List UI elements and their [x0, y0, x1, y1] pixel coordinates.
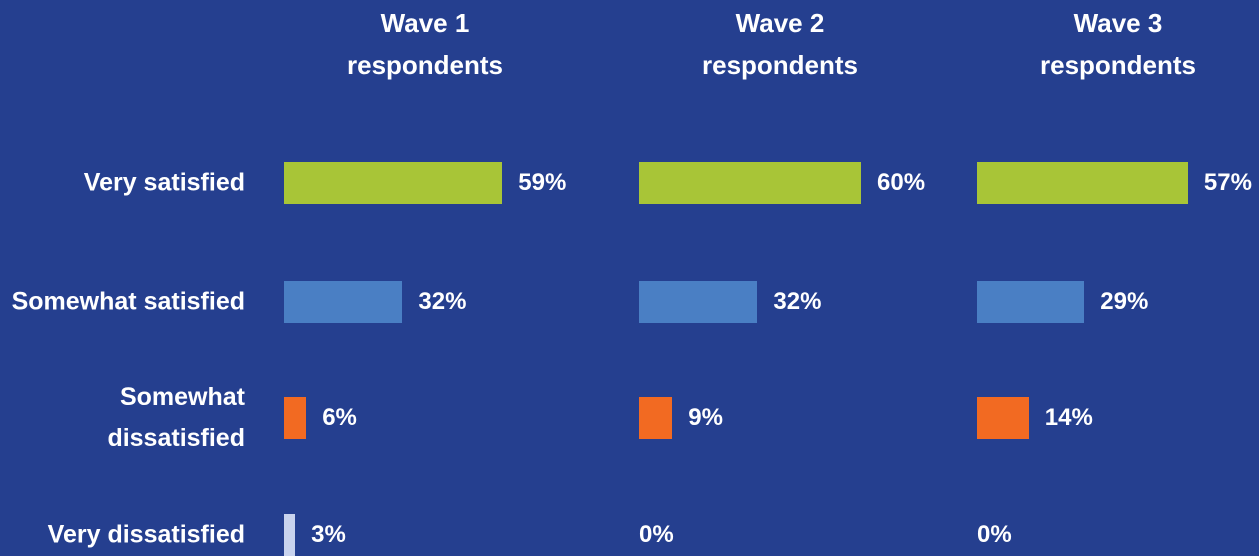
panel-title: Wave 3 respondents: [1039, 8, 1197, 80]
bar: [639, 281, 758, 323]
bar: [284, 162, 503, 204]
bar: [977, 281, 1085, 323]
panel-title: Wave 2 respondents: [701, 8, 859, 80]
value-label: 0%: [977, 521, 1012, 548]
value-label: 57%: [1203, 169, 1252, 196]
value-label: 9%: [688, 404, 723, 431]
panel-title: Wave 1 respondents: [346, 8, 504, 80]
category-label: Very satisfied: [83, 168, 245, 197]
value-label: 0%: [639, 521, 674, 548]
value-label: 32%: [418, 288, 467, 315]
bar: [977, 397, 1029, 439]
value-label: 59%: [518, 169, 567, 196]
bar: [639, 162, 861, 204]
value-label: 6%: [322, 404, 357, 431]
bar: [639, 397, 673, 439]
bar: [284, 281, 403, 323]
value-label: 60%: [877, 169, 926, 196]
value-label: 3%: [311, 521, 346, 548]
value-label: 32%: [773, 288, 822, 315]
bar: [284, 397, 307, 439]
bar: [977, 162, 1188, 204]
category-label: Somewhat dissatisfied: [107, 383, 245, 452]
value-label: 14%: [1044, 404, 1093, 431]
bar: [284, 514, 296, 556]
category-label: Somewhat satisfied: [11, 287, 245, 316]
value-label: 29%: [1100, 288, 1149, 315]
category-label: Very dissatisfied: [47, 520, 245, 549]
